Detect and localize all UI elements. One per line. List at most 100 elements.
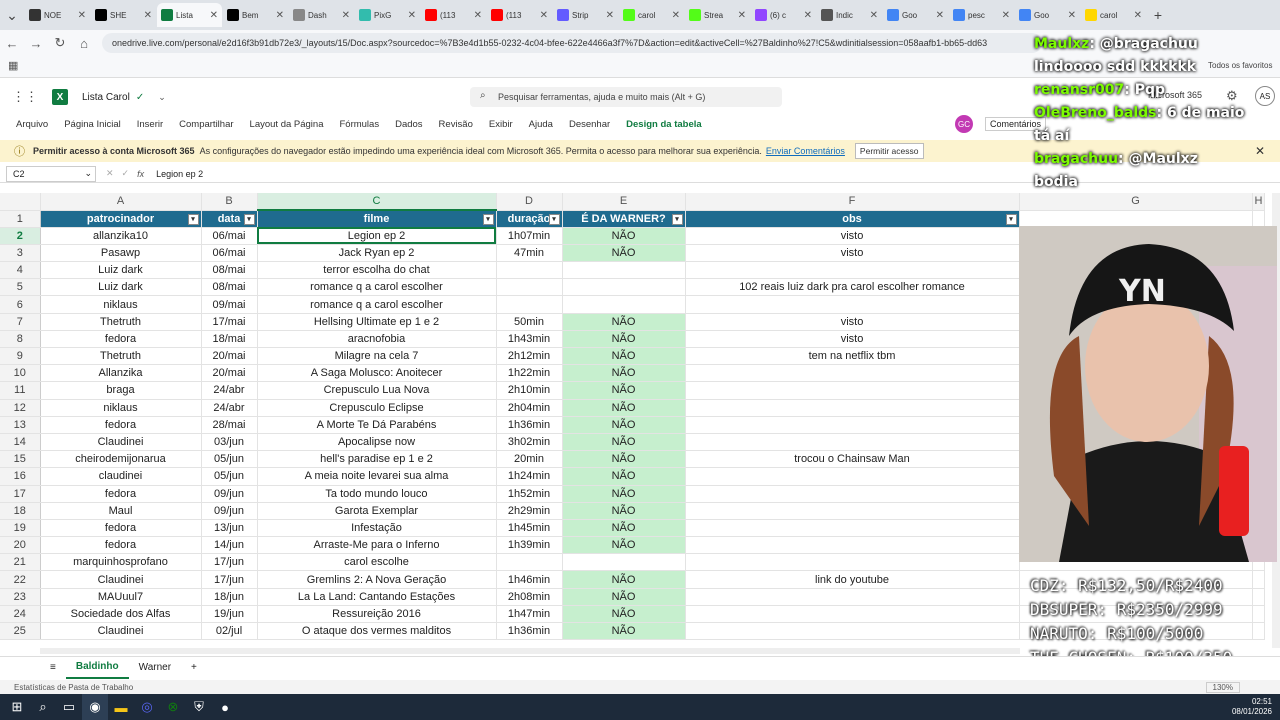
row-header[interactable]: 10 xyxy=(0,364,41,383)
table-cell[interactable] xyxy=(562,278,686,297)
table-cell[interactable]: terror escolha do chat xyxy=(257,261,497,280)
row-header[interactable]: 12 xyxy=(0,399,41,417)
url-input[interactable]: onedrive.live.com/personal/e2d16f3b91db7… xyxy=(102,33,1042,53)
table-cell[interactable]: Thetruth xyxy=(40,347,202,366)
table-cell[interactable]: NÃO xyxy=(562,364,686,383)
chrome-icon[interactable]: ◉ xyxy=(82,694,108,720)
ribbon-tab[interactable]: Layout da Página xyxy=(249,118,324,130)
filter-dropdown-icon[interactable]: ▾ xyxy=(548,213,560,225)
browser-tab[interactable]: Bem ✕ xyxy=(223,3,288,27)
column-header[interactable]: F xyxy=(685,193,1020,211)
table-cell[interactable]: fedora xyxy=(40,330,202,349)
table-cell[interactable] xyxy=(562,261,686,280)
forward-icon[interactable]: → xyxy=(29,35,43,51)
table-cell[interactable]: claudinei xyxy=(40,467,202,486)
table-cell[interactable] xyxy=(496,295,563,314)
row-header[interactable]: 4 xyxy=(0,261,41,280)
add-sheet-button[interactable]: + xyxy=(191,662,197,673)
table-cell[interactable]: La La Land: Cantando Estações xyxy=(257,588,497,606)
close-tab-icon[interactable]: ✕ xyxy=(935,9,944,21)
table-cell[interactable]: NÃO xyxy=(562,588,686,606)
allow-access-button[interactable]: Permitir acesso xyxy=(854,143,924,159)
table-cell[interactable] xyxy=(685,485,1020,503)
column-header[interactable]: E xyxy=(562,193,686,211)
ribbon-tab[interactable]: Ajuda xyxy=(528,118,553,130)
close-tab-icon[interactable]: ✕ xyxy=(77,9,86,21)
row-header[interactable]: 13 xyxy=(0,416,41,434)
table-cell[interactable]: A meia noite levarei sua alma xyxy=(257,467,497,486)
row-header[interactable]: 11 xyxy=(0,381,41,400)
column-header[interactable]: G xyxy=(1019,193,1253,211)
empty-cell[interactable] xyxy=(1019,210,1253,228)
table-cell[interactable]: NÃO xyxy=(562,416,686,434)
table-cell[interactable]: NÃO xyxy=(562,570,686,589)
row-header[interactable]: 24 xyxy=(0,605,41,624)
table-cell[interactable]: NÃO xyxy=(562,502,686,520)
table-cell[interactable]: NÃO xyxy=(562,485,686,503)
ms365-label[interactable]: Microsoft 365 xyxy=(1148,90,1203,100)
table-cell[interactable]: 06/mai xyxy=(201,244,258,263)
function-icon[interactable]: fx xyxy=(137,168,145,179)
table-cell[interactable]: 17/jun xyxy=(201,553,258,572)
row-header[interactable]: 5 xyxy=(0,278,41,297)
reload-icon[interactable]: ↻ xyxy=(54,35,66,50)
ribbon-tab[interactable]: Desenhar xyxy=(568,118,611,130)
close-tab-icon[interactable]: ✕ xyxy=(275,9,284,21)
table-cell[interactable]: 1h36min xyxy=(496,416,563,434)
cancel-icon[interactable]: ✕ xyxy=(106,168,114,178)
table-cell[interactable] xyxy=(685,364,1020,383)
table-cell[interactable]: 09/jun xyxy=(201,485,258,503)
comments-button[interactable]: Comentários xyxy=(985,117,1047,131)
table-cell[interactable]: Jack Ryan ep 2 xyxy=(257,244,497,263)
table-cell[interactable] xyxy=(685,433,1020,452)
table-cell[interactable]: fedora xyxy=(40,485,202,503)
close-tab-icon[interactable]: ✕ xyxy=(1001,9,1010,21)
table-cell[interactable]: 1h39min xyxy=(496,536,563,555)
obs-icon[interactable]: ● xyxy=(221,699,229,715)
table-cell[interactable] xyxy=(496,553,563,572)
table-cell[interactable]: carol escolhe xyxy=(257,553,497,572)
table-cell[interactable]: 13/jun xyxy=(201,519,258,538)
close-tab-icon[interactable]: ✕ xyxy=(473,9,482,21)
browser-tab[interactable]: pesc ✕ xyxy=(949,3,1014,27)
ribbon-tab[interactable]: Fórmulas xyxy=(339,118,380,130)
table-cell[interactable] xyxy=(685,605,1020,624)
chevron-down-icon[interactable]: ⌄ xyxy=(158,91,166,102)
formula-input[interactable]: Legion ep 2 xyxy=(156,168,204,179)
row-header[interactable]: 2 xyxy=(0,227,41,245)
row-header[interactable]: 6 xyxy=(0,295,41,314)
ribbon-tab[interactable]: Inserir xyxy=(136,118,164,130)
table-cell[interactable]: Luiz dark xyxy=(40,261,202,280)
table-cell[interactable]: 18/jun xyxy=(201,588,258,606)
row-header[interactable]: 3 xyxy=(0,244,41,263)
table-cell[interactable]: braga xyxy=(40,381,202,400)
table-cell[interactable]: 06/mai xyxy=(201,227,258,245)
table-cell[interactable]: 1h46min xyxy=(496,570,563,589)
browser-tab[interactable]: Lista ✕ xyxy=(157,3,222,27)
row-header[interactable]: 7 xyxy=(0,313,41,331)
table-cell[interactable]: NÃO xyxy=(562,622,686,641)
table-cell[interactable] xyxy=(685,381,1020,400)
table-header-cell[interactable]: filme ▾ xyxy=(257,210,497,228)
browser-tab[interactable]: Goo ✕ xyxy=(883,3,948,27)
table-cell[interactable]: NÃO xyxy=(562,519,686,538)
table-cell[interactable]: marquinhosprofano xyxy=(40,553,202,572)
table-cell[interactable] xyxy=(562,553,686,572)
table-cell[interactable]: 17/jun xyxy=(201,570,258,589)
table-cell[interactable] xyxy=(685,467,1020,486)
table-cell[interactable] xyxy=(496,278,563,297)
table-cell[interactable]: NÃO xyxy=(562,313,686,331)
home-icon[interactable]: ⌂ xyxy=(80,35,88,51)
enter-icon[interactable]: ✓ xyxy=(121,168,130,178)
task-view-icon[interactable]: ▭ xyxy=(62,699,76,714)
table-cell[interactable]: 18/mai xyxy=(201,330,258,349)
table-cell[interactable] xyxy=(685,553,1020,572)
table-cell[interactable]: Hellsing Ultimate ep 1 e 2 xyxy=(257,313,497,331)
close-tab-icon[interactable]: ✕ xyxy=(143,9,152,21)
gear-icon[interactable]: ⚙ xyxy=(1226,88,1238,103)
table-cell[interactable]: romance q a carol escolher xyxy=(257,278,497,297)
table-cell[interactable]: visto xyxy=(685,313,1020,331)
column-header[interactable]: A xyxy=(40,193,202,211)
filter-dropdown-icon[interactable]: ▾ xyxy=(482,214,494,225)
empty-cell[interactable] xyxy=(1252,622,1266,641)
